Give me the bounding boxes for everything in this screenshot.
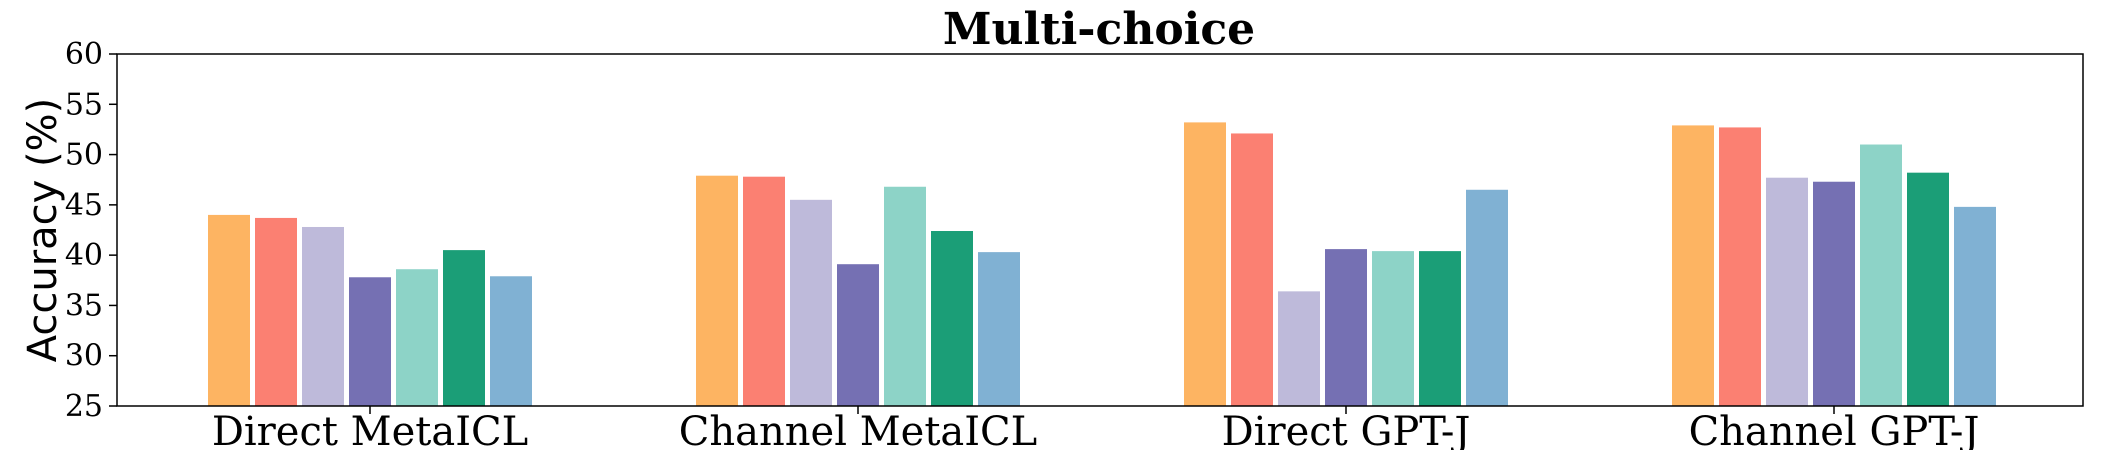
- bar: [1719, 127, 1761, 406]
- bar: [1954, 206, 1996, 406]
- bar: [978, 252, 1020, 406]
- bar: [1766, 177, 1808, 406]
- y-tick-label: 40: [65, 238, 103, 273]
- y-axis-label: Accuracy (%): [20, 98, 66, 363]
- bar: [255, 217, 297, 406]
- bar: [743, 176, 785, 406]
- bar: [1231, 133, 1273, 407]
- bar: [1184, 122, 1226, 406]
- bar: [837, 264, 879, 406]
- bar: [696, 175, 738, 406]
- y-tick-label: 60: [65, 37, 103, 72]
- bar: [396, 269, 438, 406]
- bar: [931, 231, 973, 406]
- x-axis-ticks: Direct MetaICL Channel MetaICL Direct GPT-…: [212, 406, 1980, 450]
- bar: [1907, 172, 1949, 406]
- bar: [1860, 144, 1902, 406]
- bar: [1278, 291, 1320, 406]
- bar: [1813, 181, 1855, 406]
- y-tick-label: 50: [65, 138, 103, 173]
- bar: [1672, 125, 1714, 407]
- bar: [1419, 251, 1461, 406]
- x-tick-label: Direct MetaICL: [212, 409, 528, 450]
- bar: [490, 276, 532, 406]
- bar: [1325, 249, 1367, 406]
- bars-group: [208, 122, 1996, 407]
- y-axis-ticks: 25 30 35 40 45 50 55 60: [65, 37, 117, 424]
- bar: [302, 226, 344, 406]
- y-tick-label: 30: [65, 339, 103, 374]
- x-tick-label: Channel MetaICL: [679, 409, 1037, 450]
- y-tick-label: 25: [65, 389, 103, 424]
- x-tick-label: Channel GPT-J: [1689, 409, 1980, 450]
- bar: [443, 250, 485, 406]
- bar: [1372, 251, 1414, 406]
- x-tick-label: Direct GPT-J: [1222, 409, 1471, 450]
- bar: [349, 277, 391, 406]
- y-tick-label: 55: [65, 87, 103, 122]
- bar: [884, 186, 926, 406]
- y-tick-label: 35: [65, 288, 103, 323]
- chart-title: Multi-choice: [943, 4, 1255, 55]
- y-tick-label: 45: [65, 188, 103, 223]
- bar: [1466, 189, 1508, 406]
- plot-frame: [116, 53, 2084, 407]
- bar: [790, 199, 832, 406]
- bar: [208, 214, 250, 406]
